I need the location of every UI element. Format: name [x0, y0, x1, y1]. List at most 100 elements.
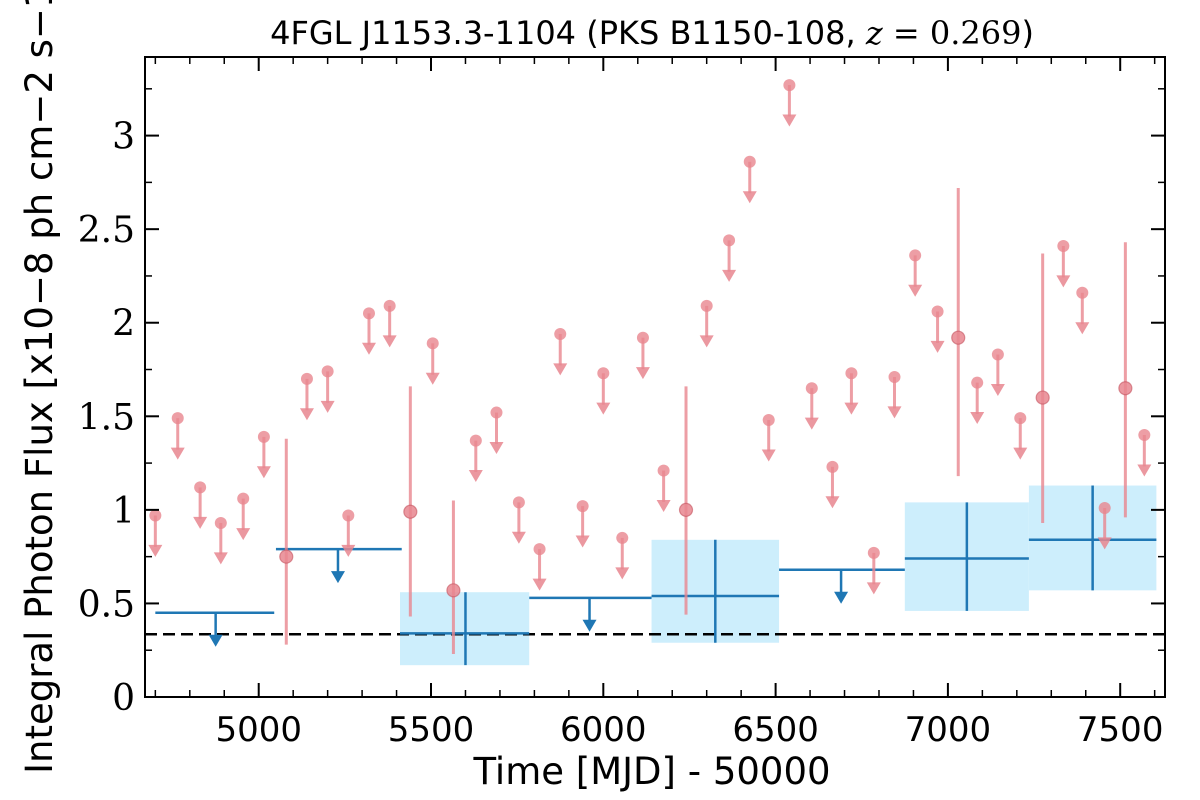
red-upper-limit-arrow: [635, 367, 650, 380]
red-upper-limit-arrow: [553, 363, 568, 376]
red-upper-limit-point: [576, 500, 589, 513]
red-upper-limit-point: [805, 382, 818, 395]
red-upper-limit-arrow: [804, 417, 819, 430]
red-upper-limit-arrow: [511, 531, 526, 544]
y-tick-label: 3: [112, 117, 135, 158]
red-upper-limit-point: [490, 406, 503, 419]
red-upper-limit-arrow: [1075, 322, 1090, 335]
red-upper-limit-arrow: [193, 516, 208, 529]
red-upper-limit-arrow: [382, 335, 397, 348]
plot-area: 5000 5500 6000 6500 7000 7500 0 0.5 1 1.5 2 2.5 3: [78, 56, 1166, 750]
red-upper-limit-arrow: [615, 567, 630, 580]
red-upper-limit-arrow: [699, 335, 714, 348]
red-upper-limit-arrow: [320, 400, 335, 413]
red-upper-limit-point: [971, 376, 984, 389]
y-tick-label: 0.5: [78, 584, 135, 625]
red-upper-limit-point: [616, 531, 629, 544]
x-tick-label: 5500: [388, 710, 475, 750]
red-detection-point: [951, 330, 966, 345]
blue-upper-limit-arrow: [208, 634, 223, 647]
red-upper-limit-arrow: [970, 412, 985, 425]
red-upper-limit-arrow: [489, 441, 504, 454]
red-upper-limit-point: [909, 249, 922, 262]
y-axis-label: Integral Photon Flux [x10−8 ph cm−2 s−1]: [18, 0, 61, 774]
blue-upper-limit-arrow: [330, 571, 345, 584]
red-upper-limit-point: [1057, 240, 1070, 253]
red-upper-limit-arrow: [575, 535, 590, 548]
red-upper-limit-point: [723, 234, 736, 247]
red-upper-limit-arrow: [930, 340, 945, 353]
red-upper-limit-point: [636, 331, 649, 344]
red-upper-limit-point: [743, 155, 756, 168]
red-upper-limit-point: [783, 79, 796, 92]
red-upper-limit-point: [1076, 286, 1089, 299]
red-upper-limit-arrow: [656, 499, 671, 512]
red-detection-point: [403, 504, 418, 519]
red-upper-limit-point: [826, 460, 839, 473]
red-upper-limit-arrow: [1097, 537, 1112, 550]
red-upper-limit-point: [597, 367, 610, 380]
red-upper-limit-point: [512, 496, 525, 509]
x-tick-label: 5000: [215, 710, 302, 750]
red-upper-limit-arrow: [742, 191, 757, 204]
red-upper-limit-arrow: [866, 582, 881, 595]
y-tick-label: 2: [112, 304, 135, 345]
blue-upper-limit-arrow: [834, 591, 849, 604]
red-upper-limit-arrow: [722, 269, 737, 282]
x-tick-label: 6500: [732, 710, 819, 750]
red-upper-limit-arrow: [299, 408, 314, 421]
x-tick-label: 7000: [905, 710, 992, 750]
red-upper-limit-arrow: [887, 406, 902, 419]
red-upper-limit-arrow: [361, 342, 376, 355]
x-axis-label: Time [MJD] - 50000: [472, 750, 830, 793]
red-upper-limit-arrow: [990, 383, 1005, 396]
red-upper-limit-point: [214, 516, 227, 529]
red-upper-limit-point: [426, 337, 439, 350]
y-tick-label: 0: [112, 678, 135, 719]
chart-title: 4FGL J1153.3-1104 (PKS B1150-108, z = 0.…: [270, 14, 1034, 52]
x-tick-label: 7500: [1077, 710, 1164, 750]
red-upper-limit-arrow: [825, 496, 840, 509]
y-tick-label: 1.5: [78, 397, 135, 438]
red-upper-limit-point: [762, 414, 775, 427]
red-upper-limit-point: [700, 299, 713, 312]
red-upper-limit-point: [383, 299, 396, 312]
red-upper-limit-point: [888, 371, 901, 383]
red-upper-limit-point: [194, 481, 207, 494]
red-upper-limit-arrow: [844, 402, 859, 415]
red-upper-limit-point: [931, 305, 944, 318]
red-upper-limit-point: [171, 412, 184, 425]
red-upper-limit-arrow: [532, 578, 547, 591]
red-upper-limit-arrow: [213, 552, 228, 565]
blue-upper-limit-arrow: [582, 619, 597, 632]
red-upper-limit-point: [845, 367, 858, 380]
red-upper-limit-point: [321, 365, 334, 378]
red-upper-limit-point: [362, 307, 375, 320]
red-upper-limit-arrow: [148, 544, 163, 557]
red-upper-limit-point: [1098, 501, 1111, 514]
red-upper-limit-point: [991, 348, 1004, 361]
red-upper-limit-arrow: [1137, 464, 1152, 477]
y-tick-label: 1: [112, 491, 135, 532]
red-upper-limit-arrow: [761, 449, 776, 462]
red-upper-limit-arrow: [341, 544, 356, 557]
red-upper-limit-arrow: [170, 447, 185, 460]
red-upper-limit-point: [1138, 429, 1151, 442]
red-upper-limit-arrow: [782, 114, 797, 127]
red-detection-point: [1118, 381, 1133, 396]
red-upper-limit-arrow: [908, 284, 923, 297]
red-detection-point: [1035, 390, 1050, 405]
red-upper-limit-arrow: [1056, 275, 1071, 288]
red-upper-limit-point: [257, 430, 270, 443]
y-tick-label: 2.5: [78, 210, 135, 251]
red-upper-limit-point: [342, 509, 355, 522]
red-upper-limit-point: [657, 464, 670, 477]
red-upper-limit-arrow: [1013, 447, 1028, 460]
red-upper-limit-point: [149, 509, 162, 522]
red-upper-limit-point: [469, 434, 482, 447]
red-upper-limit-arrow: [468, 470, 483, 483]
red-detection-point: [446, 583, 461, 598]
red-upper-limit-point: [533, 543, 546, 556]
red-upper-limit-arrow: [236, 528, 251, 541]
x-tick-label: 6000: [560, 710, 647, 750]
